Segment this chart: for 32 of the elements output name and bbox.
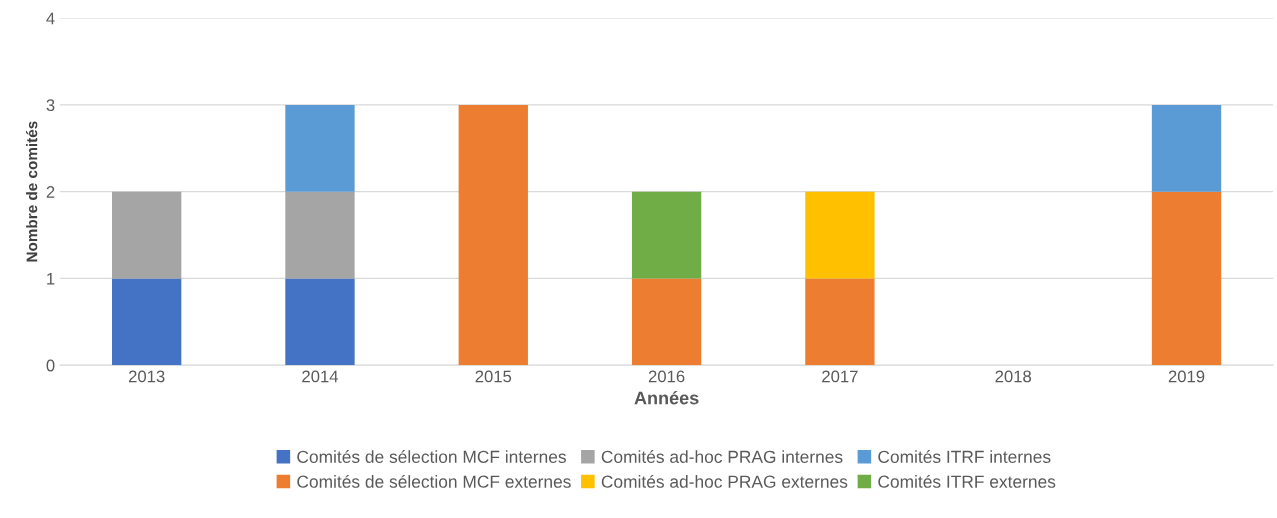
bar — [1151, 191, 1222, 366]
bar — [285, 191, 355, 279]
bar — [1151, 104, 1222, 192]
x-tick-label: 2015 — [475, 370, 512, 383]
bar — [285, 278, 355, 366]
bar — [805, 278, 875, 366]
legend-label: Comités de sélection MCF externes — [297, 474, 571, 488]
y-tick-label: 3 — [46, 99, 55, 112]
legend-label: Comités de sélection MCF internes — [297, 450, 566, 463]
bar — [631, 278, 702, 366]
y-tick-label: 1 — [47, 273, 55, 285]
bar — [112, 191, 182, 279]
x-tick-label: 2014 — [302, 370, 339, 383]
bar — [285, 104, 355, 192]
bar — [631, 191, 702, 279]
y-tick-label: 4 — [46, 12, 55, 25]
bar — [805, 191, 875, 279]
x-tick-label: 2018 — [995, 370, 1032, 383]
legend-label: Comités ITRF externes — [878, 474, 1056, 488]
legend-label: Comités ad-hoc PRAG externes — [601, 474, 848, 488]
x-axis-title: Années — [634, 390, 699, 405]
x-tick-label: 2017 — [822, 370, 858, 383]
y-tick-label: 2 — [46, 186, 55, 198]
legend-label: Comités ad-hoc PRAG internes — [601, 450, 843, 463]
x-tick-label: 2016 — [648, 370, 685, 383]
legend-label: Comités ITRF internes — [878, 450, 1051, 463]
bar — [112, 278, 182, 366]
y-tick-label: 0 — [46, 359, 55, 372]
y-axis-title: Nombre de comités — [25, 121, 38, 262]
x-tick-label: 2019 — [1168, 370, 1205, 383]
x-tick-label: 2013 — [128, 370, 165, 383]
bar — [458, 104, 528, 366]
